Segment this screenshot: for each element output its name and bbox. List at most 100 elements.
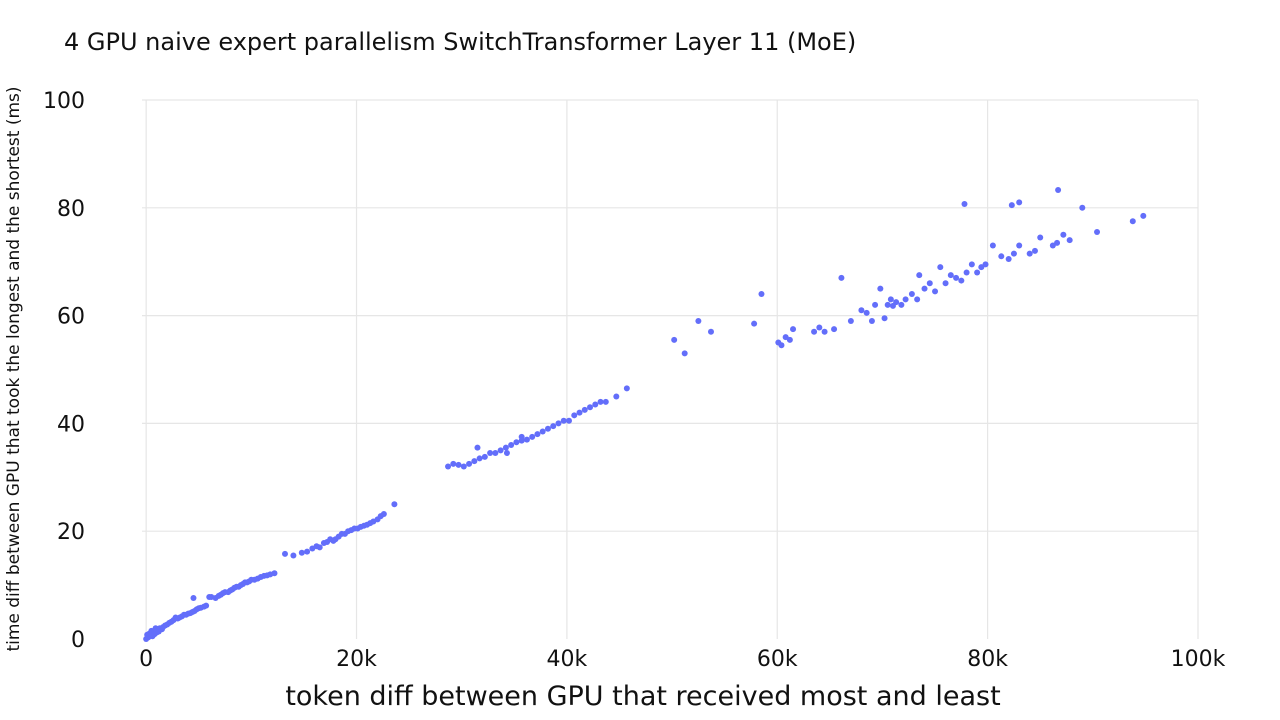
data-point	[884, 301, 891, 308]
data-point	[380, 510, 387, 517]
data-point	[881, 315, 888, 322]
data-point	[921, 285, 928, 292]
data-point	[474, 444, 481, 451]
data-point	[1129, 218, 1136, 225]
data-point	[858, 307, 865, 314]
data-point	[550, 423, 557, 430]
data-point	[968, 261, 975, 268]
data-point	[778, 342, 785, 349]
data-point	[1079, 204, 1086, 211]
x-axis-label: token diff between GPU that received mos…	[285, 681, 1000, 712]
data-point	[695, 317, 702, 324]
data-point	[908, 291, 915, 298]
y-tick-label: 0	[71, 628, 85, 653]
data-point	[623, 385, 630, 392]
data-point	[613, 393, 620, 400]
data-point	[1010, 250, 1017, 257]
data-point	[576, 409, 583, 416]
data-point	[877, 285, 884, 292]
data-point	[898, 301, 905, 308]
data-point	[1008, 202, 1015, 209]
data-point	[786, 336, 793, 343]
data-point	[790, 326, 797, 333]
data-point	[838, 274, 845, 281]
grid-lines	[142, 99, 1199, 639]
data-point	[1066, 237, 1073, 244]
data-point	[502, 444, 509, 451]
data-point	[155, 628, 162, 635]
data-point	[926, 280, 933, 287]
data-point	[460, 463, 467, 470]
data-point	[863, 309, 870, 316]
data-point	[893, 299, 900, 306]
y-tick-label: 60	[57, 305, 85, 330]
y-tick-label: 80	[57, 197, 85, 222]
data-point	[847, 317, 854, 324]
data-point	[555, 420, 562, 427]
x-tick-label: 20k	[336, 647, 377, 672]
data-point	[271, 570, 278, 577]
data-point	[671, 336, 678, 343]
data-point	[868, 317, 875, 324]
data-point	[958, 277, 965, 284]
data-point	[602, 398, 609, 405]
data-point	[1016, 199, 1023, 206]
data-point	[1055, 187, 1062, 194]
data-point	[581, 406, 588, 413]
data-point	[466, 460, 473, 467]
data-point	[587, 404, 594, 411]
data-point	[961, 201, 968, 208]
data-point	[445, 463, 452, 470]
data-point	[281, 550, 288, 557]
data-point	[592, 401, 599, 408]
data-point	[1094, 229, 1101, 236]
data-point	[998, 253, 1005, 260]
data-point	[902, 296, 909, 303]
data-point	[1026, 250, 1033, 257]
data-point	[872, 301, 879, 308]
data-point	[391, 501, 398, 508]
data-point	[1140, 212, 1147, 219]
data-point	[932, 288, 939, 295]
x-tick-label: 0	[139, 647, 153, 672]
data-point	[816, 324, 823, 331]
data-point	[989, 242, 996, 249]
data-point	[544, 425, 551, 432]
data-point	[811, 328, 818, 335]
data-point	[487, 450, 494, 457]
y-tick-label: 40	[57, 412, 85, 437]
data-point	[916, 272, 923, 279]
data-point	[1054, 239, 1061, 246]
data-point	[681, 350, 688, 357]
data-point	[1060, 231, 1067, 238]
data-point	[1037, 234, 1044, 241]
data-point	[290, 552, 297, 559]
chart-title: 4 GPU naive expert parallelism SwitchTra…	[64, 28, 856, 56]
x-tick-labels: 0 20k 40k 60k 80k 100k	[139, 647, 1225, 672]
data-point	[304, 548, 311, 555]
x-tick-label: 60k	[757, 647, 798, 672]
data-point	[497, 447, 504, 454]
data-point	[539, 428, 546, 435]
data-point	[450, 460, 457, 467]
x-tick-label: 80k	[967, 647, 1008, 672]
data-point	[481, 453, 488, 460]
data-point	[298, 549, 305, 556]
data-point	[203, 602, 210, 609]
data-point	[534, 431, 541, 438]
y-tick-label: 100	[43, 89, 85, 114]
data-point	[1005, 256, 1012, 263]
data-point	[887, 296, 894, 303]
data-point	[471, 458, 478, 465]
data-point	[316, 544, 323, 551]
x-tick-label: 40k	[547, 647, 588, 672]
data-point	[518, 433, 525, 440]
data-point	[751, 320, 758, 327]
data-points	[143, 187, 1147, 642]
data-point	[1016, 242, 1023, 249]
data-point	[597, 398, 604, 405]
data-point	[963, 269, 970, 276]
data-point	[523, 436, 530, 443]
data-point	[1031, 247, 1038, 254]
